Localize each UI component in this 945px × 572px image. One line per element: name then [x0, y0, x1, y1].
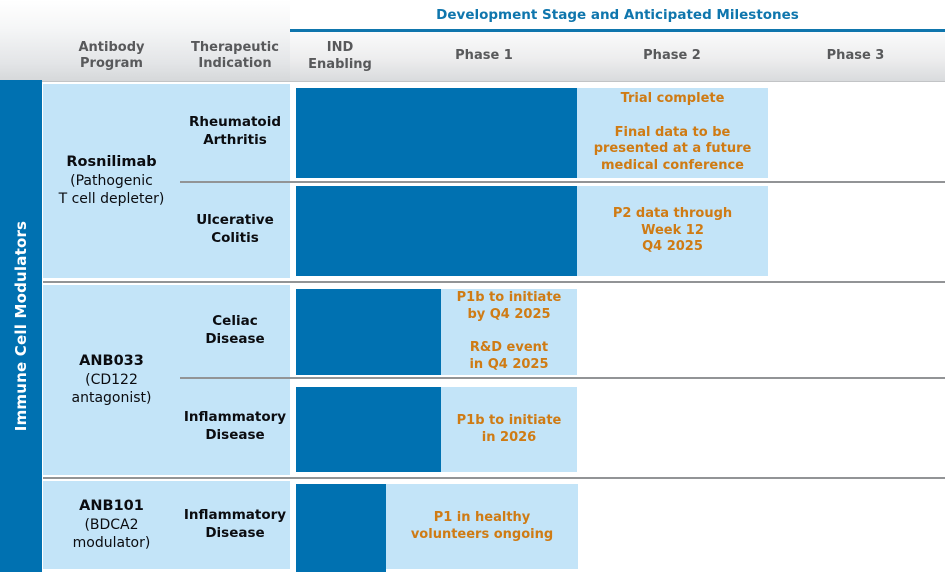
category-sidebar: Immune Cell Modulators	[0, 80, 42, 572]
column-header-phase-3: Phase 3	[826, 48, 885, 64]
program-subtitle: (BDCA2 modulator)	[72, 517, 151, 552]
row-divider	[180, 377, 945, 379]
column-header-ind-enabling: IND Enabling	[308, 40, 372, 72]
milestone-note: P1 in healthy volunteers ongoing	[386, 484, 578, 569]
pipeline-row-ulcerative-colitis: P2 data through Week 12 Q4 2025	[0, 186, 945, 276]
progress-bar	[296, 387, 441, 472]
pipeline-row-inflammatory-disease: P1b to initiate in 2026	[0, 387, 945, 472]
program-cell-anb101: ANB101 (BDCA2 modulator)	[43, 481, 180, 569]
program-name: ANB033	[79, 353, 144, 370]
indication-cell-inflammatory-disease: Inflammatory Disease	[183, 409, 287, 443]
column-header-phase-1: Phase 1	[455, 48, 513, 64]
progress-bar	[296, 88, 577, 178]
row-divider	[180, 181, 945, 183]
column-header-phase-2: Phase 2	[643, 48, 701, 64]
indication-cell-celiac-disease: Celiac Disease	[205, 313, 265, 347]
indication-cell-inflammatory-disease-anb101: Inflammatory Disease	[183, 507, 287, 541]
program-panel-anb101	[43, 481, 290, 569]
pipeline-row-inflammatory-disease-anb101: P1 in healthy volunteers ongoing	[0, 484, 945, 572]
milestone-note: P1b to initiate by Q4 2025 R&D event in …	[441, 289, 577, 375]
column-header-antibody-program: Antibody Program	[78, 39, 145, 71]
title-underline	[290, 29, 945, 32]
group-divider	[43, 477, 945, 479]
program-name: ANB101	[79, 498, 144, 515]
program-name: Rosnilimab	[66, 154, 157, 171]
pipeline-row-rheumatoid-arthritis: Trial complete Final data to be presente…	[0, 88, 945, 178]
progress-bar	[296, 484, 386, 572]
progress-bar	[296, 186, 577, 276]
indication-cell-ulcerative-colitis: Ulcerative Colitis	[196, 212, 274, 246]
milestone-note: Trial complete Final data to be presente…	[577, 88, 768, 178]
milestone-note: P2 data through Week 12 Q4 2025	[577, 186, 768, 276]
program-cell-anb033: ANB033 (CD122 antagonist)	[43, 285, 180, 475]
indication-cell-rheumatoid-arthritis: Rheumatoid Arthritis	[189, 114, 281, 148]
program-subtitle: (CD122 antagonist)	[71, 372, 152, 407]
group-divider	[43, 281, 945, 283]
program-panel-anb033	[43, 285, 290, 475]
header-stage-band: IND Enabling Phase 1 Phase 2 Phase 3	[290, 32, 945, 82]
progress-bar	[296, 289, 441, 375]
program-subtitle: (Pathogenic T cell depleter)	[58, 173, 165, 208]
column-header-therapeutic-indication: Therapeutic Indication	[191, 39, 279, 71]
program-cell-rosnilimab: Rosnilimab (Pathogenic T cell depleter)	[43, 84, 180, 278]
milestone-note: P1b to initiate in 2026	[441, 387, 577, 472]
pipeline-row-celiac-disease: P1b to initiate by Q4 2025 R&D event in …	[0, 289, 945, 375]
diagram-title: Development Stage and Anticipated Milest…	[436, 7, 799, 23]
header-left-band	[0, 0, 290, 82]
